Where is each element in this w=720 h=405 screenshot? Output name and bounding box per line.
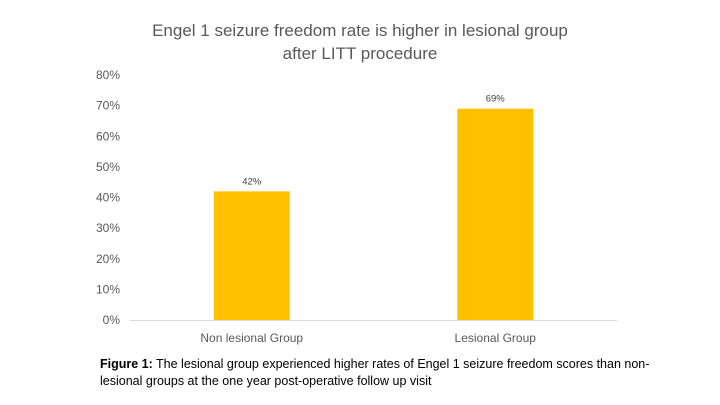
y-tick-label: 80% <box>96 68 120 82</box>
y-tick-label: 40% <box>96 191 120 205</box>
x-tick-label: Non lesional Group <box>200 331 303 345</box>
x-axis: Non lesional Group Lesional Group <box>200 331 536 345</box>
y-tick-label: 60% <box>96 129 120 143</box>
chart-title-line-2: after LITT procedure <box>282 44 438 63</box>
caption-label: Figure 1: <box>100 357 153 371</box>
figure-caption: Figure 1: The lesional group experienced… <box>100 356 660 390</box>
y-tick-label: 20% <box>96 252 120 266</box>
y-tick-label: 10% <box>96 282 120 296</box>
chart-title-line-1: Engel 1 seizure freedom rate is higher i… <box>152 21 568 40</box>
chart-title: Engel 1 seizure freedom rate is higher i… <box>0 19 720 65</box>
y-tick-label: 0% <box>103 313 121 327</box>
x-tick-label: Lesional Group <box>455 331 537 345</box>
data-label: 42% <box>242 176 262 187</box>
data-label: 69% <box>486 94 506 105</box>
y-axis: 0% 10% 20% 30% 40% 50% 60% 70% 80% <box>96 68 120 327</box>
y-tick-label: 50% <box>96 160 120 174</box>
bars: 42% 69% <box>213 94 534 320</box>
y-tick-label: 30% <box>96 221 120 235</box>
caption-text: The lesional group experienced higher ra… <box>100 357 650 388</box>
y-tick-label: 70% <box>96 99 120 113</box>
bar <box>213 191 290 320</box>
bar <box>457 108 534 320</box>
